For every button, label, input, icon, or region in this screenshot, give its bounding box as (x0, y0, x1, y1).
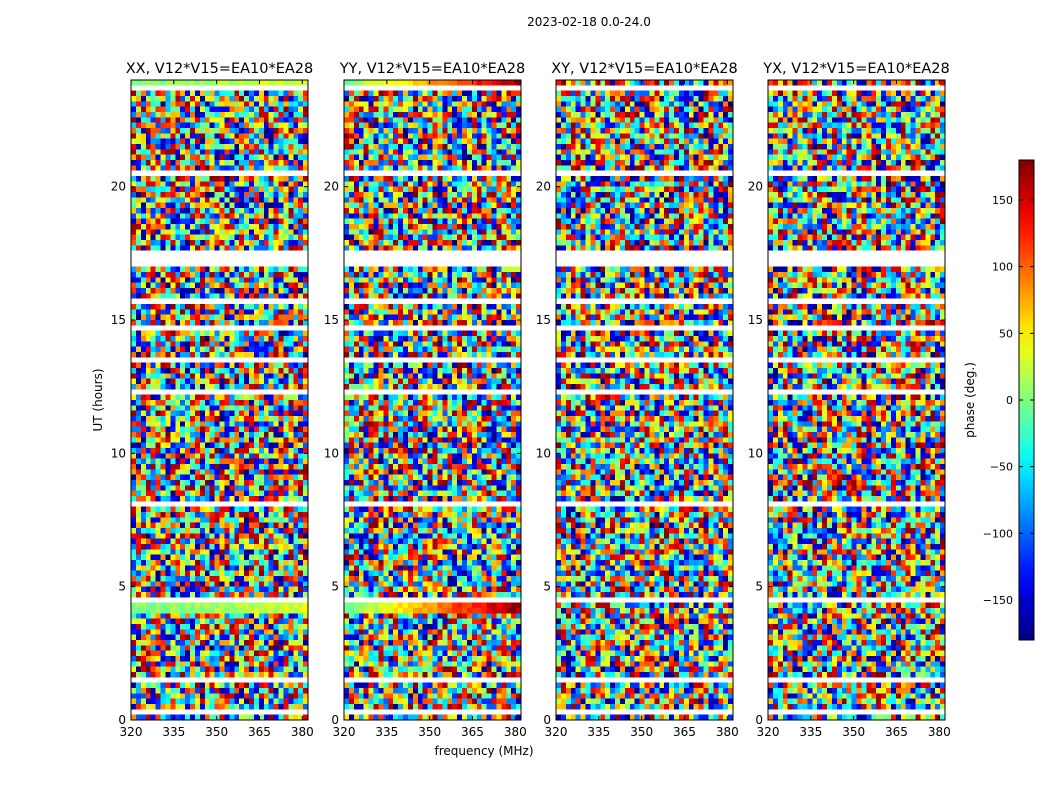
x-tick-label: 350 (205, 725, 228, 739)
x-tick-label: 380 (291, 725, 314, 739)
panel-title: YY, V12*V15=EA10*EA28 (339, 61, 525, 77)
x-tick-label: 380 (928, 725, 951, 739)
x-tick-label: 320 (757, 725, 780, 739)
x-tick-label: 320 (120, 725, 143, 739)
x-tick-label: 335 (587, 725, 610, 739)
x-tick-label: 320 (333, 725, 356, 739)
x-tick-label: 320 (545, 725, 568, 739)
x-axis-label: frequency (MHz) (434, 744, 533, 758)
y-tick-label: 20 (111, 180, 126, 194)
y-tick-label: 5 (543, 580, 551, 594)
x-tick-label: 335 (375, 725, 398, 739)
colorbar: 150 100 50 0 −50 −100 −150 (983, 159, 1035, 641)
panel-frame (130, 79, 309, 721)
x-tick-label: 365 (248, 725, 271, 739)
y-tick-label: 10 (748, 446, 763, 460)
panel-1: XX, V12*V15=EA10*EA28 320 335 350 365 380 0 5 10… (111, 61, 314, 739)
x-tick-label: 380 (504, 725, 527, 739)
panels: XX, V12*V15=EA10*EA28 320 335 350 365 380 0 5 10… (111, 61, 951, 739)
panel-2: YY, V12*V15=EA10*EA28 320 335 350 365 380 0 5 10… (324, 61, 527, 739)
colorbar-label: phase (deg.) (963, 362, 977, 438)
x-tick-label: 350 (630, 725, 653, 739)
phase-heatmap-1 (131, 80, 308, 720)
panel-frame (343, 79, 522, 721)
y-tick-label: 5 (755, 580, 763, 594)
y-tick-label: 20 (748, 180, 763, 194)
y-tick-label: 10 (536, 446, 551, 460)
y-tick-label: 0 (543, 713, 551, 727)
y-tick-label: 15 (324, 313, 339, 327)
panel-title: YX, V12*V15=EA10*EA28 (762, 61, 949, 77)
y-tick-label: 0 (755, 713, 763, 727)
x-tick-label: 335 (162, 725, 185, 739)
colorbar-tick-label: 150 (992, 194, 1013, 207)
phase-heatmap-2 (344, 80, 521, 720)
y-tick-label: 0 (331, 713, 339, 727)
phase-heatmap-4 (768, 80, 945, 720)
colorbar-tick-label: 50 (999, 327, 1013, 340)
panel-3: XY, V12*V15=EA10*EA28 320 335 350 365 380 0 5 10… (536, 61, 739, 739)
y-tick-label: 20 (324, 180, 339, 194)
panel-4: YX, V12*V15=EA10*EA28 320 335 350 365 380 0 5 10… (748, 61, 951, 739)
colorbar-tick-label: 100 (992, 261, 1013, 274)
colorbar-tick-label: −150 (983, 594, 1013, 607)
y-tick-label: 15 (111, 313, 126, 327)
y-tick-label: 10 (324, 446, 339, 460)
x-tick-label: 350 (418, 725, 441, 739)
colorbar-tick-label: −100 (983, 527, 1013, 540)
panel-frame (767, 79, 946, 721)
phase-heatmap-3 (556, 80, 733, 720)
y-tick-label: 20 (536, 180, 551, 194)
panel-title: XY, V12*V15=EA10*EA28 (551, 61, 737, 77)
y-tick-label: 0 (118, 713, 126, 727)
panel-title: XX, V12*V15=EA10*EA28 (126, 61, 314, 77)
x-tick-label: 365 (673, 725, 696, 739)
y-axis-label: UT (hours) (91, 368, 105, 431)
y-tick-label: 15 (536, 313, 551, 327)
x-tick-label: 365 (885, 725, 908, 739)
x-tick-label: 380 (716, 725, 739, 739)
x-tick-label: 350 (842, 725, 865, 739)
panel-frame (555, 79, 734, 721)
y-tick-label: 15 (748, 313, 763, 327)
figure-title: 2023-02-18 0.0-24.0 (527, 15, 651, 29)
y-tick-label: 5 (331, 580, 339, 594)
y-tick-label: 5 (118, 580, 126, 594)
colorbar-tick-label: 0 (1006, 394, 1013, 407)
x-tick-label: 365 (461, 725, 484, 739)
colorbar-tick-label: −50 (990, 461, 1013, 474)
x-tick-label: 335 (799, 725, 822, 739)
y-tick-label: 10 (111, 446, 126, 460)
